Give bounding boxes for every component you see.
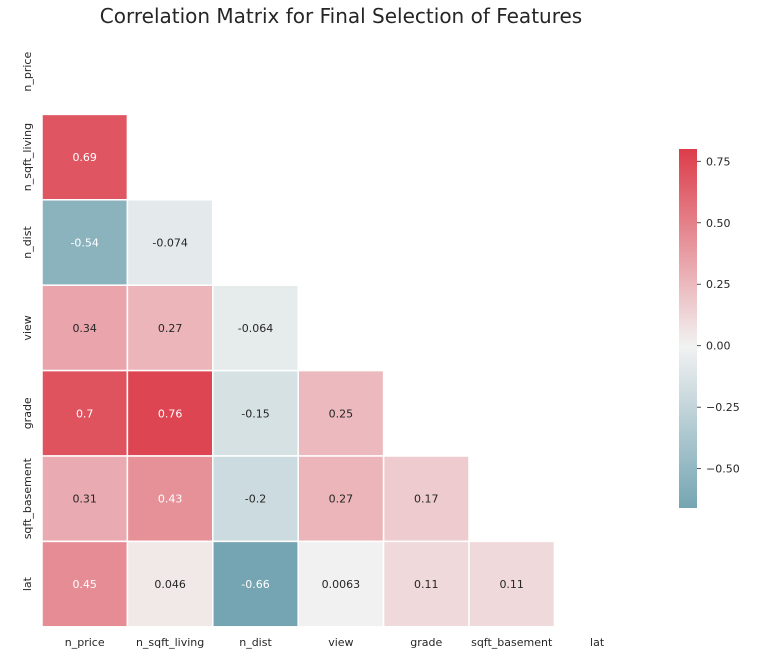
heatmap-cell (41, 540, 129, 628)
heatmap-cell (41, 199, 129, 286)
y-tick-label: grade (21, 397, 34, 429)
x-tick-label: grade (410, 636, 442, 649)
cell-value-label: 0.76 (158, 407, 183, 420)
cell-value-label: 0.27 (329, 493, 354, 506)
cell-value-label: 0.11 (499, 578, 524, 591)
cell-value-label: 0.34 (72, 322, 97, 335)
chart-title: Correlation Matrix for Final Selection o… (99, 4, 583, 28)
x-tick-label: n_price (65, 636, 105, 649)
y-tick-label: sqft_basement (21, 457, 34, 539)
heatmap-cell (212, 369, 299, 457)
y-tick-label: lat (21, 576, 34, 591)
y-tick-label: n_sqft_living (21, 123, 34, 191)
cell-value-label: 0.046 (154, 578, 186, 591)
y-tick-label: n_dist (21, 226, 34, 259)
cell-value-label: 0.45 (72, 578, 97, 591)
colorbar-gradient (679, 149, 697, 508)
colorbar-tick-label: 0.00 (706, 340, 731, 353)
x-tick-label: sqft_basement (471, 636, 553, 649)
colorbar-tick-label: 0.75 (706, 155, 731, 168)
heatmap-cell (126, 455, 214, 543)
heatmap-cells (41, 113, 556, 628)
cell-value-label: -0.66 (241, 578, 269, 591)
cell-value-label: 0.43 (158, 493, 183, 506)
cell-value-label: 0.11 (414, 578, 439, 591)
cell-value-label: 0.0063 (322, 578, 361, 591)
cell-value-label: 0.25 (329, 407, 354, 420)
y-tick-label: view (21, 315, 34, 340)
heatmap-cell (126, 540, 214, 628)
cell-value-label: 0.31 (72, 493, 97, 506)
heatmap-cell (382, 455, 470, 543)
cell-value-label: -0.064 (238, 322, 273, 335)
heatmap-cell (297, 540, 385, 628)
cell-value-label: 0.27 (158, 322, 183, 335)
cell-annotations: 0.69 -0.54 -0.074 0.34 0.27 -0.064 0.7 0.76 -0.1… (70, 151, 523, 591)
cell-value-label: 0.7 (76, 407, 94, 420)
x-tick-label: lat (590, 636, 605, 649)
heatmap-cell (41, 113, 129, 201)
cell-value-label: -0.54 (70, 237, 98, 250)
y-tick-label: n_price (21, 52, 34, 92)
x-tick-label: n_dist (239, 636, 272, 649)
colorbar-tick-label: 0.50 (706, 217, 731, 230)
colorbar: 0.75 0.50 0.25 0.00 −0.25 −0.50 (679, 149, 740, 508)
x-axis: n_price n_sqft_living n_dist view grade sqft_… (65, 636, 605, 649)
heatmap-cell (297, 369, 385, 457)
colorbar-tick-label: −0.25 (706, 401, 740, 414)
cell-value-label: 0.17 (414, 493, 439, 506)
colorbar-tick-label: 0.25 (706, 278, 731, 291)
heatmap-cell (212, 455, 299, 543)
heatmap-cell (468, 540, 556, 628)
heatmap-cell (126, 369, 214, 457)
x-tick-label: n_sqft_living (136, 636, 204, 649)
heatmap-cell (212, 540, 299, 628)
cell-value-label: -0.2 (245, 493, 266, 506)
cell-value-label: 0.69 (72, 151, 97, 164)
heatmap-cell (126, 199, 214, 286)
cell-value-label: -0.074 (152, 237, 187, 250)
heatmap-cell (297, 455, 385, 543)
cell-value-label: -0.15 (241, 407, 269, 420)
x-tick-label: view (328, 636, 353, 649)
colorbar-tick-label: −0.50 (706, 463, 740, 476)
